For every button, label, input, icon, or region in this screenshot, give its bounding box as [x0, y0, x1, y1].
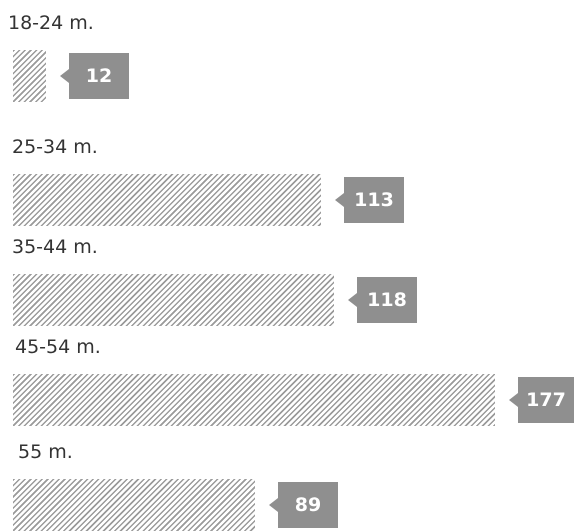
bar [13, 174, 321, 226]
bar [13, 374, 495, 426]
category-label: 35-44 m. [12, 236, 98, 258]
data-label: 12 [60, 53, 129, 99]
data-label: 177 [509, 377, 574, 423]
data-label: 89 [269, 482, 338, 528]
bar [13, 479, 255, 531]
data-label: 113 [335, 177, 404, 223]
horizontal-bar-chart: 18-24 m. 12 25-34 m. 113 35-44 m. 118 45-54 m.… [8, 12, 574, 531]
category-label: 25-34 m. [12, 136, 98, 158]
data-label: 118 [348, 277, 417, 323]
category-label: 18-24 m. [8, 12, 94, 34]
bar [13, 274, 334, 326]
category-label: 55 m. [18, 441, 73, 463]
bar [13, 50, 46, 102]
category-label: 45-54 m. [15, 336, 101, 358]
